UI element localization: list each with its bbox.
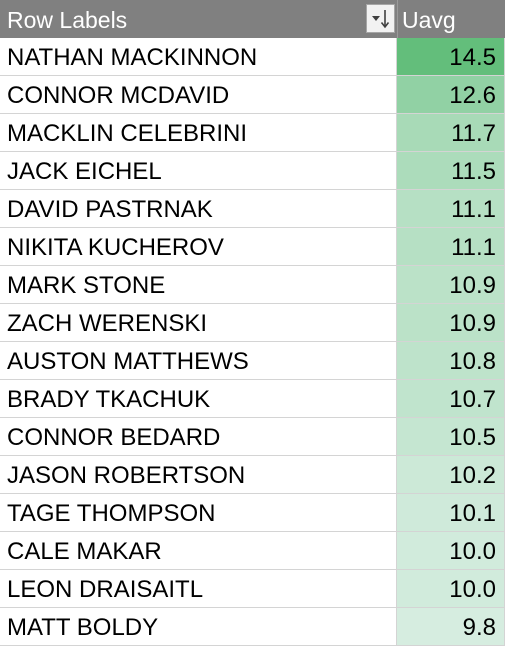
table-row: MARK STONE 10.9: [0, 266, 505, 304]
row-labels-header[interactable]: Row Labels: [7, 7, 128, 33]
table-row: CALE MAKAR 10.0: [0, 532, 505, 570]
row-label-cell[interactable]: AUSTON MATTHEWS: [0, 342, 397, 379]
player-name: MATT BOLDY: [7, 614, 159, 641]
uavg-value: 11.5: [451, 158, 496, 185]
row-label-cell[interactable]: LEON DRAISAITL: [0, 570, 397, 607]
player-name: JACK EICHEL: [7, 158, 162, 185]
player-name: JASON ROBERTSON: [7, 462, 246, 489]
player-name: TAGE THOMPSON: [7, 500, 216, 527]
row-label-cell[interactable]: CALE MAKAR: [0, 532, 397, 569]
row-label-cell[interactable]: NIKITA KUCHEROV: [0, 228, 397, 265]
uavg-value-cell[interactable]: 11.1: [397, 228, 505, 265]
sort-descending-icon: [372, 10, 390, 29]
uavg-value: 10.2: [449, 462, 496, 489]
table-row: CONNOR MCDAVID 12.6: [0, 76, 505, 114]
row-label-cell[interactable]: CONNOR BEDARD: [0, 418, 397, 455]
player-name: CONNOR MCDAVID: [7, 82, 230, 109]
player-name: AUSTON MATTHEWS: [7, 348, 249, 375]
table-row: JASON ROBERTSON 10.2: [0, 456, 505, 494]
uavg-header[interactable]: Uavg: [402, 7, 456, 33]
row-label-cell[interactable]: NATHAN MACKINNON: [0, 38, 397, 75]
uavg-value-cell[interactable]: 9.8: [397, 608, 505, 645]
uavg-value: 11.1: [451, 234, 496, 261]
uavg-value-cell[interactable]: 11.7: [397, 114, 505, 151]
player-name: MARK STONE: [7, 272, 166, 299]
player-name: DAVID PASTRNAK: [7, 196, 213, 223]
row-label-cell[interactable]: CONNOR MCDAVID: [0, 76, 397, 113]
uavg-value: 12.6: [449, 82, 496, 109]
header-divider: [397, 0, 398, 38]
uavg-value-cell[interactable]: 10.7: [397, 380, 505, 417]
table-row: NATHAN MACKINNON 14.5: [0, 38, 505, 76]
uavg-value: 14.5: [449, 44, 496, 71]
sort-filter-dropdown-button[interactable]: [366, 4, 395, 33]
table-row: CONNOR BEDARD 10.5: [0, 418, 505, 456]
uavg-value: 11.7: [451, 120, 496, 147]
player-name: BRADY TKACHUK: [7, 386, 211, 413]
row-label-cell[interactable]: BRADY TKACHUK: [0, 380, 397, 417]
player-name: CONNOR BEDARD: [7, 424, 221, 451]
player-name: NATHAN MACKINNON: [7, 44, 258, 71]
uavg-value: 9.8: [462, 614, 496, 641]
uavg-value: 11.1: [451, 196, 496, 223]
uavg-value-cell[interactable]: 10.8: [397, 342, 505, 379]
table-row: NIKITA KUCHEROV 11.1: [0, 228, 505, 266]
table-row: BRADY TKACHUK 10.7: [0, 380, 505, 418]
row-label-cell[interactable]: JASON ROBERTSON: [0, 456, 397, 493]
player-name: LEON DRAISAITL: [7, 576, 204, 603]
player-name: ZACH WERENSKI: [7, 310, 208, 337]
table-row: AUSTON MATTHEWS 10.8: [0, 342, 505, 380]
table-row: TAGE THOMPSON 10.1: [0, 494, 505, 532]
player-name: CALE MAKAR: [7, 538, 162, 565]
uavg-value: 10.8: [449, 348, 496, 375]
uavg-value: 10.0: [449, 538, 496, 565]
uavg-value-cell[interactable]: 10.0: [397, 532, 505, 569]
uavg-value-cell[interactable]: 10.0: [397, 570, 505, 607]
pivot-rows: NATHAN MACKINNON 14.5 CONNOR MCDAVID 12.6 MA…: [0, 38, 505, 646]
uavg-value-cell[interactable]: 14.5: [397, 38, 505, 75]
row-label-cell[interactable]: TAGE THOMPSON: [0, 494, 397, 531]
uavg-value-cell[interactable]: 11.1: [397, 190, 505, 227]
uavg-value-cell[interactable]: 11.5: [397, 152, 505, 189]
uavg-value-cell[interactable]: 10.9: [397, 304, 505, 341]
uavg-value: 10.1: [449, 500, 496, 527]
table-row: LEON DRAISAITL 10.0: [0, 570, 505, 608]
table-row: MATT BOLDY 9.8: [0, 608, 505, 646]
table-row: DAVID PASTRNAK 11.1: [0, 190, 505, 228]
uavg-value-cell[interactable]: 10.2: [397, 456, 505, 493]
pivot-header-row: Row Labels Uavg: [0, 0, 505, 38]
row-label-cell[interactable]: MARK STONE: [0, 266, 397, 303]
row-label-cell[interactable]: MACKLIN CELEBRINI: [0, 114, 397, 151]
uavg-value: 10.5: [449, 424, 496, 451]
uavg-value: 10.7: [449, 386, 496, 413]
uavg-value: 10.0: [449, 576, 496, 603]
table-row: MACKLIN CELEBRINI 11.7: [0, 114, 505, 152]
uavg-value-cell[interactable]: 10.5: [397, 418, 505, 455]
uavg-value: 10.9: [449, 272, 496, 299]
uavg-value-cell[interactable]: 10.1: [397, 494, 505, 531]
uavg-value-cell[interactable]: 12.6: [397, 76, 505, 113]
row-label-cell[interactable]: MATT BOLDY: [0, 608, 397, 645]
row-label-cell[interactable]: DAVID PASTRNAK: [0, 190, 397, 227]
player-name: NIKITA KUCHEROV: [7, 234, 224, 261]
row-label-cell[interactable]: ZACH WERENSKI: [0, 304, 397, 341]
table-row: ZACH WERENSKI 10.9: [0, 304, 505, 342]
uavg-value-cell[interactable]: 10.9: [397, 266, 505, 303]
player-name: MACKLIN CELEBRINI: [7, 120, 248, 147]
row-label-cell[interactable]: JACK EICHEL: [0, 152, 397, 189]
uavg-value: 10.9: [449, 310, 496, 337]
table-row: JACK EICHEL 11.5: [0, 152, 505, 190]
